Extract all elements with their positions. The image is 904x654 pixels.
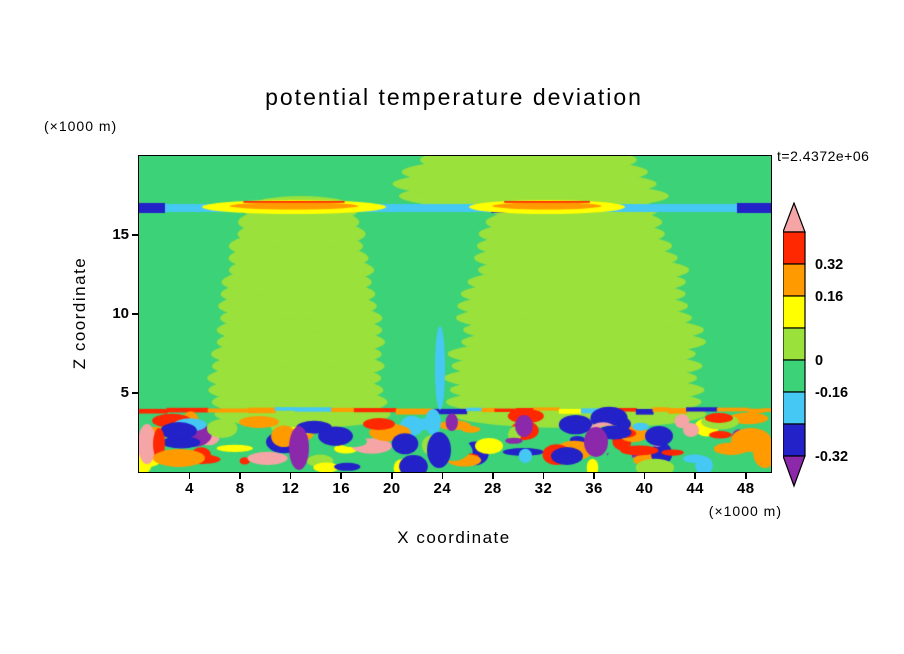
x-axis-tick-label: 32	[534, 480, 553, 497]
y-axis-tick-label: 5	[120, 384, 129, 401]
y-axis-tick	[132, 313, 139, 315]
colorbar-label: -0.16	[815, 385, 848, 401]
colorbar: 0.32 0.16 0 -0.16 -0.32	[783, 202, 848, 488]
x-axis-tick	[340, 472, 343, 479]
x-axis-tick	[289, 472, 292, 479]
x-axis-tick	[391, 472, 393, 479]
y-axis-tick	[132, 392, 139, 394]
x-axis-tick	[694, 472, 696, 479]
y-axis-unit: (×1000 m)	[44, 118, 118, 134]
colorbar-band	[783, 391, 806, 425]
page-title: potential temperature deviation	[265, 84, 643, 110]
plot-frame: 4 8 12 16 20 24 28 32 36 40 44 48 5 10 15	[112, 155, 772, 497]
y-axis-tick	[132, 234, 139, 236]
y-axis-tick-label: 15	[112, 226, 129, 243]
x-axis-tick	[239, 472, 241, 479]
colorbar-band	[783, 263, 806, 297]
colorbar-label: 0.32	[815, 257, 843, 273]
z-axis-label: Z coordinate	[70, 256, 89, 370]
x-axis-tick	[188, 472, 191, 479]
x-axis-tick	[542, 472, 545, 479]
colorbar-label: 0	[815, 353, 823, 369]
colorbar-label: 0.16	[815, 289, 843, 305]
colorbar-label: -0.32	[815, 449, 848, 465]
x-axis-tick	[744, 472, 747, 479]
contour-field	[139, 156, 771, 472]
x-axis-label: X coordinate	[397, 528, 511, 547]
colorbar-arrow-top	[783, 202, 806, 233]
colorbar-band	[783, 359, 806, 393]
x-axis-tick-label: 20	[382, 480, 401, 497]
x-axis-unit: (×1000 m)	[708, 503, 782, 519]
x-axis-tick-label: 36	[585, 480, 603, 497]
x-axis-tick-label: 48	[736, 480, 755, 497]
x-axis-tick-label: 12	[281, 480, 300, 497]
x-axis-tick-label: 28	[484, 480, 502, 497]
colorbar-band	[783, 327, 806, 361]
x-axis-tick	[643, 472, 646, 479]
time-label: t=2.4372e+06	[777, 148, 870, 164]
x-axis-tick	[441, 472, 444, 479]
x-axis-tick-label: 40	[635, 480, 654, 497]
colorbar-band	[783, 295, 806, 329]
x-axis-tick-label: 24	[433, 480, 452, 497]
x-axis-tick-label: 44	[686, 480, 704, 497]
x-axis-tick-label: 8	[235, 480, 245, 497]
colorbar-arrow-bottom	[783, 455, 806, 488]
x-axis-tick	[593, 472, 595, 479]
colorbar-band	[783, 231, 806, 265]
colorbar-band	[783, 423, 806, 457]
x-axis-tick	[492, 472, 494, 479]
x-axis-tick-label: 4	[185, 480, 194, 497]
y-axis-tick-label: 10	[112, 305, 129, 322]
x-axis-tick-label: 16	[332, 480, 351, 497]
